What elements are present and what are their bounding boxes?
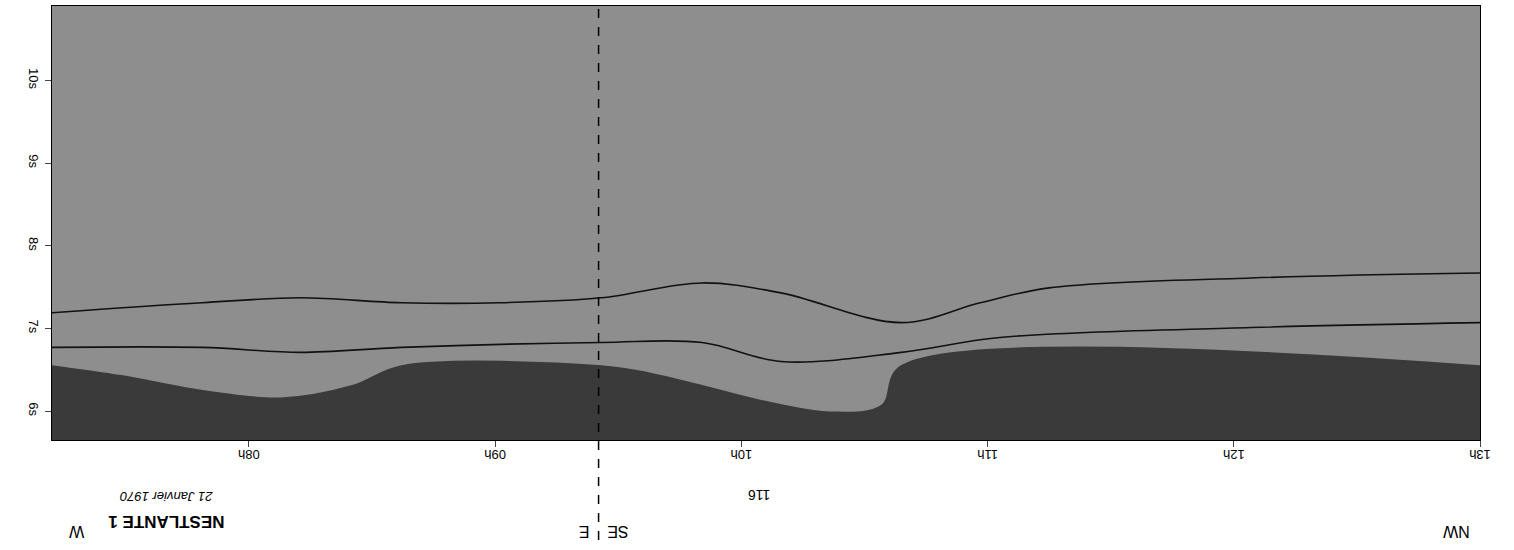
svg-text:8s: 8s xyxy=(26,237,41,251)
svg-text:11h: 11h xyxy=(977,447,998,462)
svg-text:12h: 12h xyxy=(1223,447,1245,462)
svg-text:10h: 10h xyxy=(731,447,753,462)
svg-text:E: E xyxy=(579,523,590,540)
svg-text:6s: 6s xyxy=(26,402,41,416)
svg-text:08h: 08h xyxy=(238,447,260,462)
svg-text:NW: NW xyxy=(1442,523,1470,540)
svg-text:SE: SE xyxy=(607,523,628,540)
svg-text:NESTLANTE 1: NESTLANTE 1 xyxy=(108,512,224,531)
svg-text:W: W xyxy=(68,523,84,540)
svg-text:21 Janvier 1970: 21 Janvier 1970 xyxy=(119,489,213,504)
svg-text:13h: 13h xyxy=(1469,447,1491,462)
svg-text:10s: 10s xyxy=(26,68,41,89)
svg-text:116: 116 xyxy=(748,487,771,503)
svg-text:09h: 09h xyxy=(484,447,506,462)
svg-text:7s: 7s xyxy=(26,320,41,334)
svg-text:9s: 9s xyxy=(26,154,41,168)
